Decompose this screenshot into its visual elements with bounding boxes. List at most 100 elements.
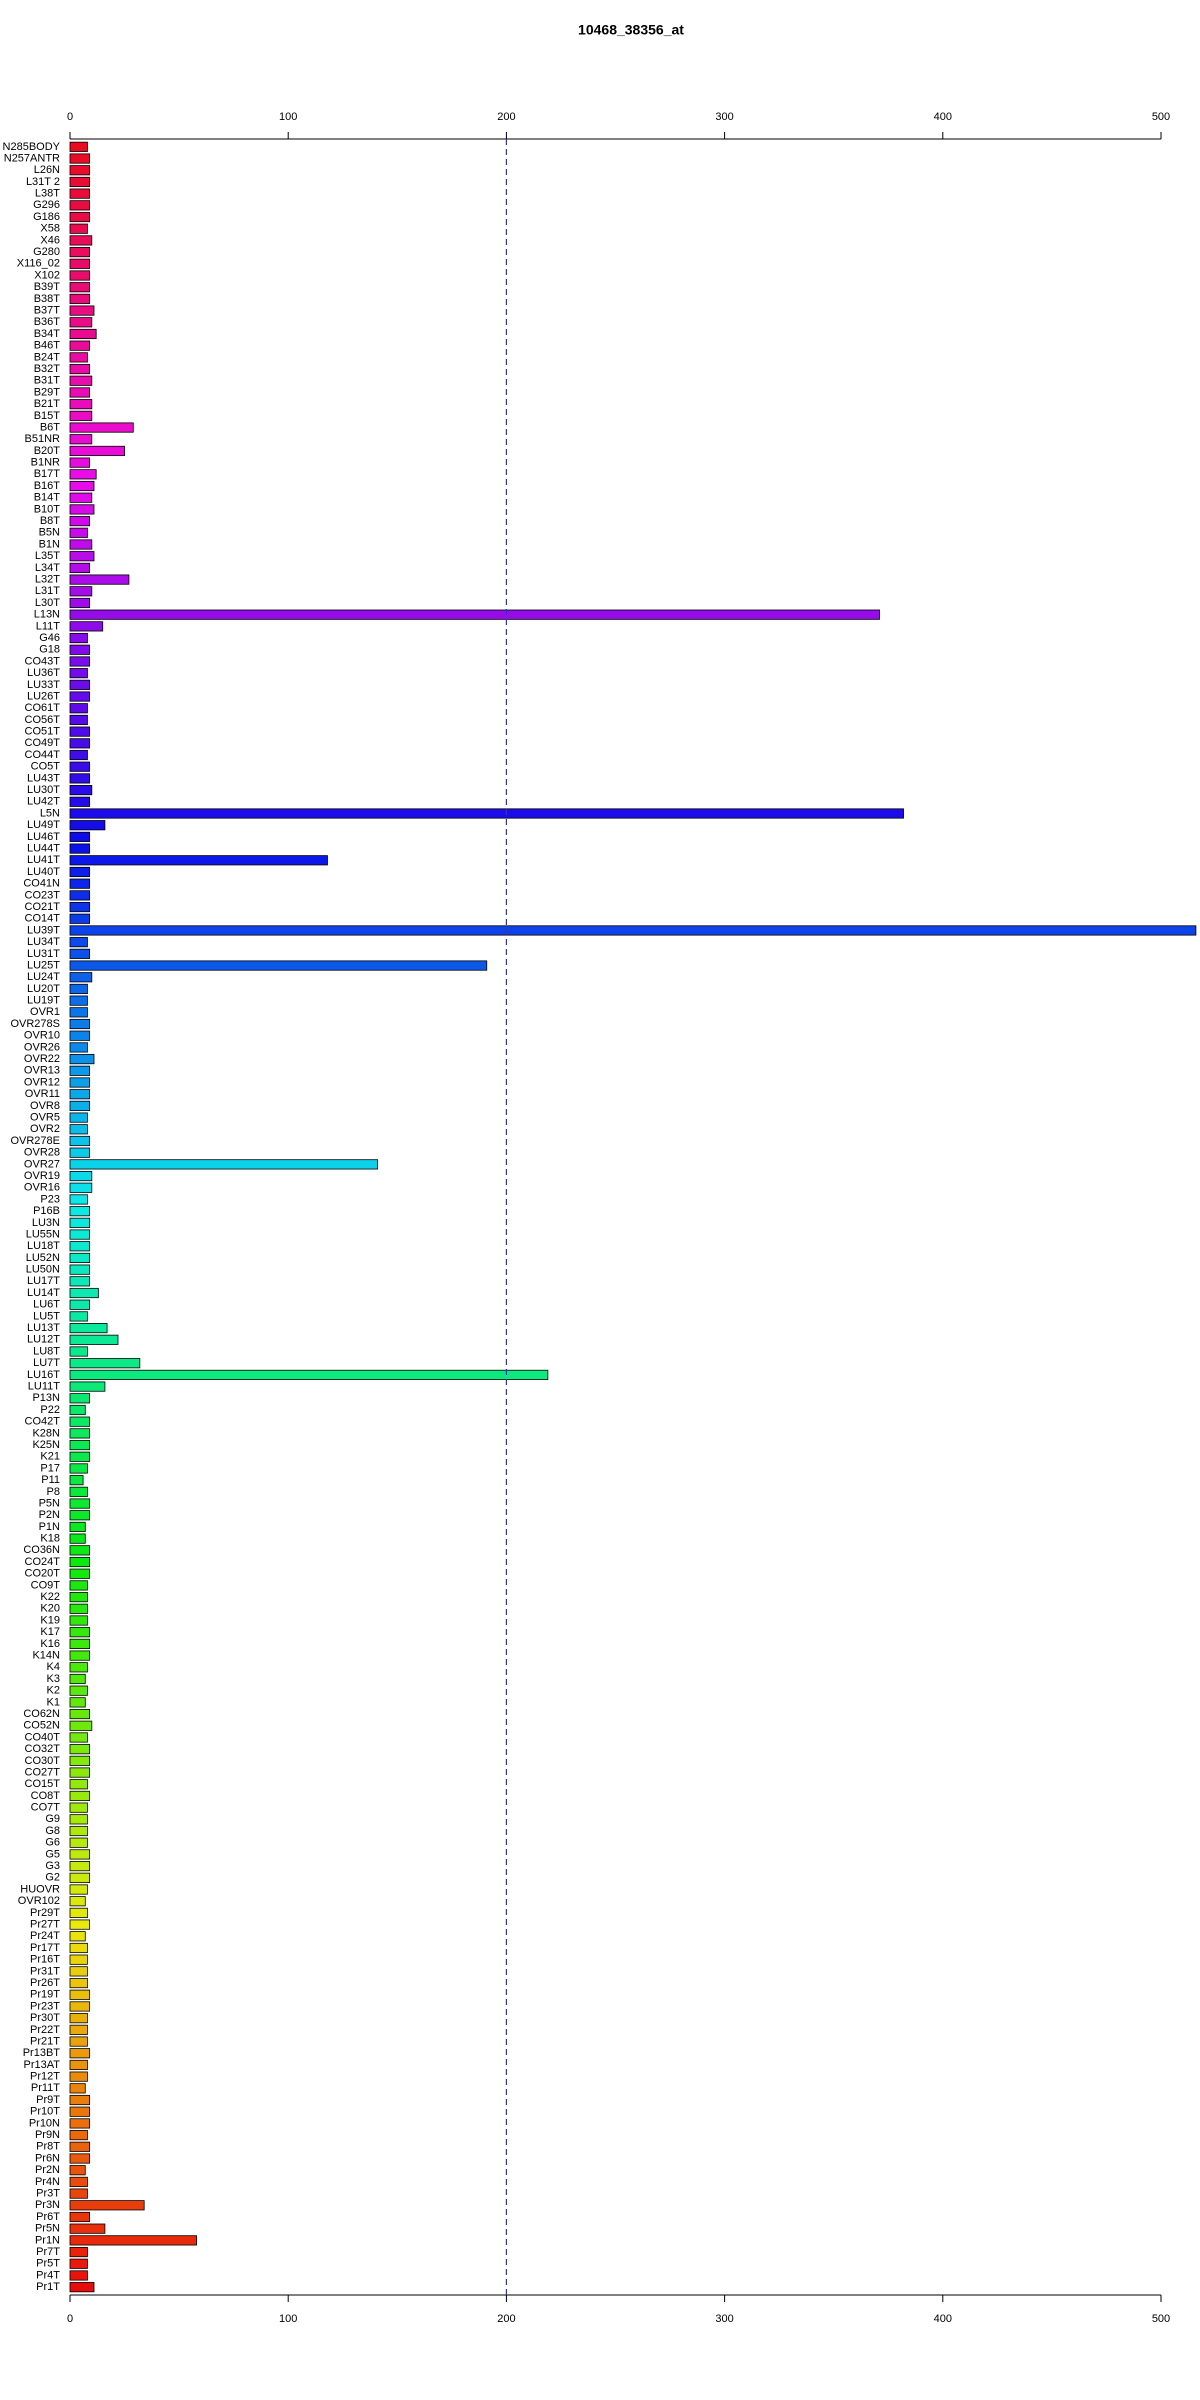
- y-tick-label: B36T: [34, 316, 61, 328]
- bar: [69, 726, 91, 737]
- y-tick-label: L30T: [35, 597, 60, 609]
- bar: [69, 1170, 93, 1182]
- bar: [69, 609, 880, 620]
- y-tick-label: L31T: [35, 585, 60, 597]
- y-tick-label: Pr21T: [30, 2035, 60, 2047]
- bar: [69, 1264, 91, 1275]
- bar: [69, 1732, 88, 1743]
- y-tick-label: B17T: [34, 468, 61, 480]
- y-tick-label: OVR16: [24, 1182, 60, 1194]
- y-tick-label: LU19T: [27, 995, 60, 1007]
- y-tick-label: X58: [40, 223, 60, 235]
- bar: [69, 1779, 88, 1790]
- bar: [69, 317, 93, 328]
- y-tick-label: G5: [45, 1848, 60, 1860]
- bar: [69, 1054, 95, 1065]
- y-tick-label: K19: [40, 1614, 60, 1626]
- y-tick-label: Pr3T: [36, 2187, 60, 2199]
- y-tick-label: Pr30T: [30, 2012, 60, 2024]
- y-tick-label: LU41T: [27, 854, 60, 866]
- y-tick-label: Pr5T: [36, 2258, 60, 2270]
- y-tick-label: P13N: [32, 1392, 60, 1404]
- bar: [69, 656, 91, 667]
- bar: [69, 387, 91, 398]
- bar: [69, 925, 1197, 936]
- x-tick-label: 400: [934, 111, 952, 123]
- y-tick-label: L31T 2: [26, 176, 60, 188]
- y-tick-label: Pr8T: [36, 2141, 60, 2153]
- y-tick-label: K3: [47, 1673, 60, 1685]
- y-tick-label: P11: [41, 1474, 60, 1486]
- bar: [69, 2130, 88, 2141]
- bar: [69, 1194, 88, 1205]
- bar: [69, 1673, 86, 1685]
- y-tick-label: G6: [45, 1837, 60, 1849]
- y-tick-label: CO52N: [23, 1720, 60, 1732]
- bar: [69, 1369, 549, 1380]
- bar: [69, 516, 91, 527]
- y-tick-label: LU26T: [27, 690, 60, 702]
- x-tick-label: 500: [1152, 111, 1170, 123]
- y-tick-label: K17: [40, 1626, 60, 1638]
- bar: [69, 539, 93, 550]
- bar: [69, 1919, 91, 1930]
- bar: [69, 1650, 91, 1661]
- y-tick-label: CO41N: [23, 878, 60, 890]
- x-tick-label: 0: [67, 2313, 73, 2325]
- bar: [69, 1685, 88, 1696]
- y-tick-label: CO40T: [25, 1731, 61, 1743]
- y-tick-label: OVR12: [24, 1076, 60, 1088]
- bar: [69, 878, 91, 889]
- y-tick-label: L35T: [35, 550, 60, 562]
- y-tick-label: Pr17T: [30, 1942, 60, 1954]
- bar: [69, 2246, 88, 2258]
- y-tick-label: OVR2: [30, 1123, 60, 1135]
- bar: [69, 2211, 91, 2223]
- bar: [69, 410, 93, 421]
- bar: [69, 258, 91, 269]
- bar: [69, 691, 91, 702]
- bar: [69, 305, 95, 316]
- bar: [69, 644, 91, 655]
- x-tick-label: 0: [67, 111, 73, 123]
- bar: [69, 141, 88, 152]
- y-tick-label: CO5T: [31, 761, 61, 773]
- y-tick-label: LU6T: [33, 1299, 60, 1311]
- y-tick-label: Pr7T: [36, 2246, 60, 2258]
- bar: [69, 1896, 86, 1907]
- y-tick-label: LU8T: [33, 1345, 60, 1357]
- y-tick-label: CO14T: [25, 913, 61, 925]
- y-tick-label: LU13T: [27, 1322, 60, 1334]
- y-tick-label: LU20T: [27, 983, 60, 995]
- y-tick-label: L32T: [35, 573, 60, 585]
- y-tick-label: B5N: [39, 527, 60, 539]
- chart-title: 10468_38356_at: [578, 22, 684, 38]
- y-tick-label: K22: [40, 1591, 60, 1603]
- bar: [69, 1381, 106, 1392]
- bar: [69, 527, 88, 538]
- bar: [69, 153, 91, 164]
- bar: [69, 1638, 91, 1649]
- bar: [69, 1533, 86, 1544]
- y-tick-label: LU43T: [27, 772, 60, 784]
- bar: [69, 1404, 86, 1416]
- bar: [69, 621, 104, 632]
- y-tick-label: B1N: [39, 538, 60, 550]
- y-tick-label: X46: [40, 234, 60, 246]
- bar: [69, 749, 88, 761]
- bar: [69, 1287, 99, 1299]
- y-tick-label: G296: [33, 199, 60, 211]
- y-tick-label: OVR28: [24, 1147, 60, 1159]
- bar: [69, 1065, 91, 1076]
- y-tick-label: LU18T: [27, 1240, 60, 1252]
- bar: [69, 1463, 88, 1474]
- y-tick-label: CO44T: [25, 749, 61, 761]
- y-tick-label: Pr10T: [30, 2106, 60, 2118]
- bar: [69, 562, 91, 573]
- y-tick-label: B6T: [40, 421, 60, 433]
- bar: [69, 504, 95, 515]
- y-tick-label: CO51T: [25, 726, 61, 738]
- x-tick-label: 300: [715, 111, 733, 123]
- y-tick-label: CO62N: [23, 1708, 60, 1720]
- y-tick-label: LU31T: [27, 948, 60, 960]
